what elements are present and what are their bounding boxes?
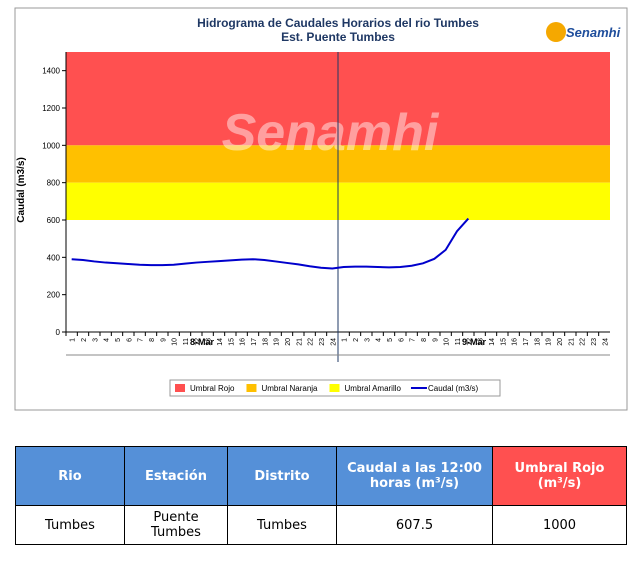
cell: 1000 xyxy=(492,505,627,545)
cell: Puente Tumbes xyxy=(124,505,228,545)
legend: Umbral Rojo Umbral Naranja Umbral Amarillo… xyxy=(169,379,501,397)
y-tick-label: 0 xyxy=(56,328,61,337)
chart-subtitle: Est. Puente Tumbes xyxy=(281,30,395,44)
y-tick-label: 400 xyxy=(47,253,61,262)
x-tick-label: 10 xyxy=(444,338,451,346)
x-tick-label: 23 xyxy=(591,338,598,346)
watermark: Senamhi xyxy=(222,104,440,162)
y-tick-label: 200 xyxy=(47,291,61,300)
x-tick-label: 17 xyxy=(251,338,258,346)
x-tick-label: 12 xyxy=(466,338,473,346)
x-tick-label: 21 xyxy=(296,338,303,346)
header-cell: Umbral Rojo (m³/s) xyxy=(492,446,627,506)
x-tick-label: 10 xyxy=(172,338,179,346)
x-tick-label: 22 xyxy=(580,338,587,346)
x-tick-label: 22 xyxy=(308,338,315,346)
x-tick-label: 3 xyxy=(364,338,371,342)
legend-label: Umbral Amarillo xyxy=(345,384,402,393)
x-tick-label: 21 xyxy=(568,338,575,346)
legend-label: Caudal (m3/s) xyxy=(428,384,479,393)
x-tick-label: 14 xyxy=(217,338,224,346)
y-tick-label: 800 xyxy=(47,179,61,188)
x-tick-label: 7 xyxy=(410,338,417,342)
header-cell: Rio xyxy=(15,446,125,506)
x-tick-label: 16 xyxy=(512,338,519,346)
x-tick-label: 12 xyxy=(194,338,201,346)
y-tick-label: 1400 xyxy=(42,67,60,76)
legend-label: Umbral Rojo xyxy=(190,384,235,393)
x-tick-label: 15 xyxy=(500,338,507,346)
x-tick-label: 5 xyxy=(115,338,122,342)
x-tick-label: 2 xyxy=(353,338,360,342)
logo: Senamhi xyxy=(566,25,621,40)
x-tick-label: 8 xyxy=(421,338,428,342)
cell: Tumbes xyxy=(227,505,337,545)
group-label: 9-Mar xyxy=(462,337,487,347)
x-tick-label: 5 xyxy=(387,338,394,342)
legend-label: Umbral Naranja xyxy=(261,384,318,393)
table-header: Rio Estación Distrito Caudal a las 12:00… xyxy=(15,446,627,506)
chart-title: Hidrograma de Caudales Horarios del rio … xyxy=(197,16,479,30)
cell: Tumbes xyxy=(15,505,125,545)
logo-sun xyxy=(546,22,566,42)
x-tick-label: 6 xyxy=(398,338,405,342)
y-axis-label: Caudal (m3/s) xyxy=(16,157,27,223)
x-tick-label: 17 xyxy=(523,338,530,346)
chart: Hidrograma de Caudales Horarios del rio … xyxy=(14,7,628,411)
x-tick-label: 19 xyxy=(274,338,281,346)
x-tick-label: 15 xyxy=(228,338,235,346)
x-tick-label: 11 xyxy=(183,338,190,345)
line-series xyxy=(71,217,470,270)
x-tick-label: 20 xyxy=(557,338,564,346)
x-tick-label: 16 xyxy=(240,338,247,346)
y-tick-label: 1000 xyxy=(42,141,60,150)
x-tick-label: 4 xyxy=(104,338,111,342)
x-tick-label: 24 xyxy=(330,338,337,346)
y-tick-label: 1200 xyxy=(42,104,60,113)
x-tick-label: 8 xyxy=(149,338,156,342)
legend-swatch xyxy=(175,384,185,392)
x-tick-label: 11 xyxy=(455,338,462,345)
cell: 607.5 xyxy=(336,505,493,545)
x-tick-label: 1 xyxy=(70,338,77,342)
x-tick-label: 13 xyxy=(206,338,213,346)
x-tick-label: 23 xyxy=(319,338,326,346)
x-tick-label: 19 xyxy=(546,338,553,346)
x-tick-label: 6 xyxy=(126,338,133,342)
header-cell: Caudal a las 12:00 horas (m³/s) xyxy=(336,446,493,506)
x-tick-label: 3 xyxy=(92,338,99,342)
header-cell: Distrito xyxy=(227,446,337,506)
x-tick-label: 14 xyxy=(489,338,496,346)
x-tick-label: 9 xyxy=(432,338,439,342)
table-row: Tumbes Puente Tumbes Tumbes 607.5 1000 xyxy=(15,505,627,545)
group-label: 8-Mar xyxy=(190,337,215,347)
x-tick-label: 9 xyxy=(160,338,167,342)
data-table: Rio Estación Distrito Caudal a las 12:00… xyxy=(15,446,627,545)
legend-swatch xyxy=(246,384,257,392)
x-tick-label: 2 xyxy=(81,338,88,342)
x-tick-label: 13 xyxy=(478,338,485,346)
header-cell: Estación xyxy=(124,446,228,506)
legend-swatch xyxy=(329,384,340,392)
x-tick-label: 18 xyxy=(262,338,269,346)
x-tick-label: 7 xyxy=(138,338,145,342)
x-tick-label: 1 xyxy=(342,338,349,342)
y-tick-label: 600 xyxy=(47,216,61,225)
x-tick-label: 18 xyxy=(534,338,541,346)
x-tick-label: 20 xyxy=(285,338,292,346)
x-tick-label: 24 xyxy=(602,338,609,346)
x-tick-label: 4 xyxy=(376,338,383,342)
